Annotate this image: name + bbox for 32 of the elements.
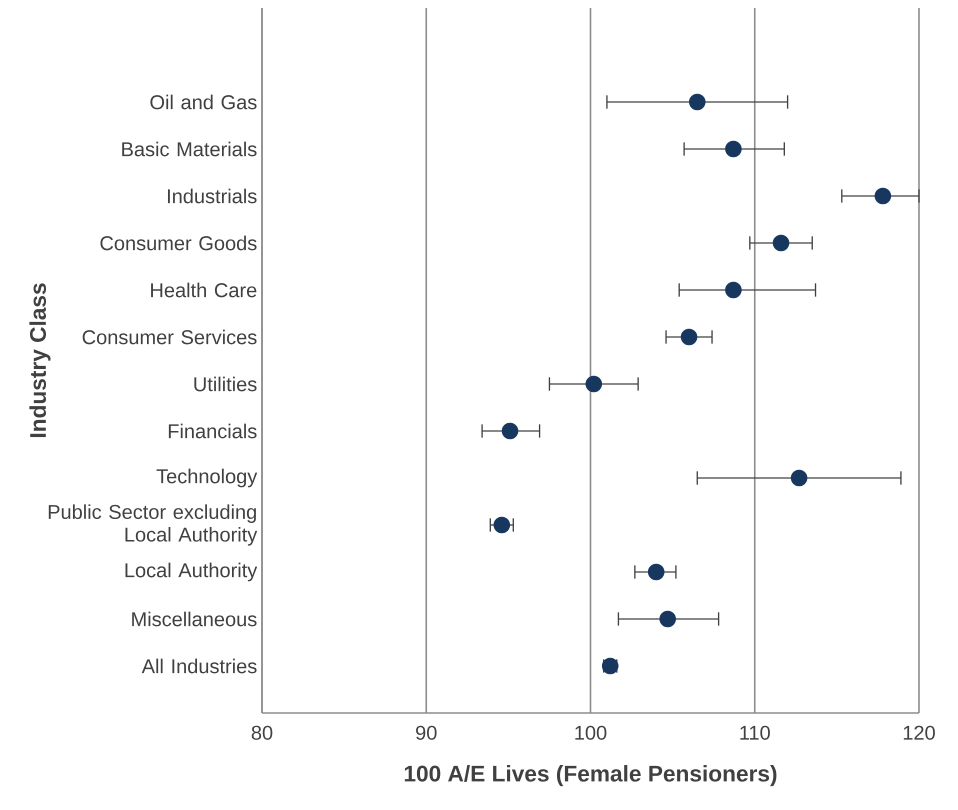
point: [680, 328, 698, 346]
y-tick-label: Consumer Goods: [100, 236, 257, 250]
y-axis-title: Industry Class: [29, 283, 51, 438]
y-tick-label: All Industries: [142, 658, 257, 674]
x-tick-label: 110: [740, 726, 770, 740]
point: [725, 140, 742, 158]
point: [502, 422, 518, 440]
point: [725, 282, 742, 298]
y-tick-label: Health Care: [151, 282, 256, 298]
y-tick-label: Technology: [156, 468, 258, 488]
point: [790, 470, 808, 486]
point: [659, 610, 676, 628]
point: [648, 564, 664, 580]
x-tick-label: 80: [252, 726, 272, 740]
y-tick-label: Consumer Services: [82, 330, 257, 344]
x-tick-label: 100: [575, 726, 606, 740]
point: [772, 234, 790, 252]
y-tick-label: Financials: [168, 424, 257, 438]
x-tick-label: 90: [416, 726, 437, 740]
point: [874, 188, 892, 204]
y-tick-label: Basic Materials: [122, 142, 257, 156]
point: [688, 94, 706, 110]
x-tick-label: 120: [904, 726, 935, 740]
y-tick-label: Public Sector excluding Local Authority: [48, 504, 258, 546]
y-tick-label: Industrials: [168, 188, 257, 204]
y-tick-label: Miscellaneous: [132, 612, 257, 626]
point: [586, 376, 602, 392]
x-axis-title: 100 A/E Lives (Female Pensioners): [404, 765, 776, 786]
y-tick-label: Local Authority: [126, 562, 258, 582]
y-tick-label: Oil and Gas: [150, 94, 257, 110]
point: [494, 516, 510, 534]
y-tick-label: Utilities: [194, 376, 257, 392]
